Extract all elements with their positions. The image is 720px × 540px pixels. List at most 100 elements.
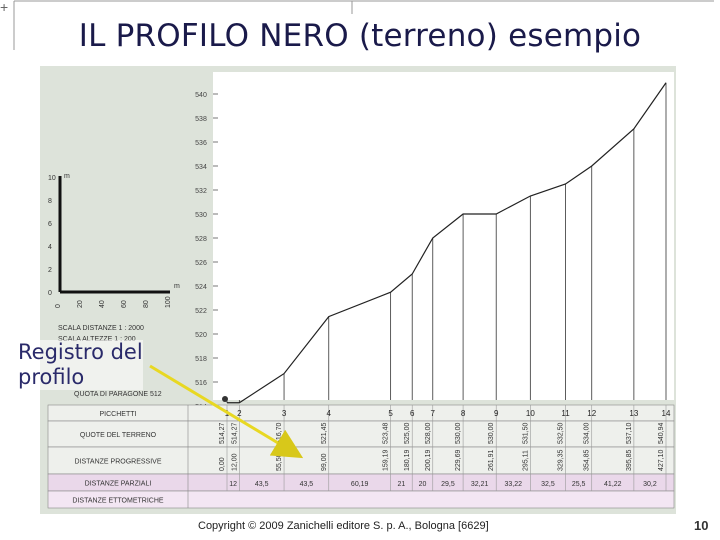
picchetto-label: 4	[327, 409, 332, 418]
picchetto-label: 3	[282, 409, 287, 418]
picchetto-label: 5	[388, 409, 393, 418]
table-row-label: DISTANZE ETTOMETRICHE	[72, 498, 163, 505]
table-row-label: QUOTE DEL TERRENO	[80, 432, 157, 439]
page-number: 10	[694, 518, 709, 533]
annotation-callout: Registro del profilo	[18, 340, 143, 390]
origin-marker	[222, 396, 228, 402]
partial-distance: 29,5	[441, 481, 455, 488]
partial-distance: 30,2	[643, 481, 657, 488]
y-tick-label: 520	[195, 332, 207, 339]
mini-scale-y-tick: 6	[48, 221, 52, 228]
quota-value: 528,00	[425, 422, 432, 444]
mini-scale-x-unit: m	[174, 283, 180, 290]
partial-distance: 43,5	[300, 481, 314, 488]
annotation-line-1: Registro del	[18, 340, 143, 364]
mini-scale-x-tick: 80	[143, 300, 150, 308]
scale-heights-label: SCALA ALTEZZE 1 : 200	[58, 336, 136, 343]
annotation-line-2: profilo	[18, 365, 85, 389]
terrain-profile-line	[227, 82, 667, 404]
quota-value: 523,48	[383, 422, 390, 444]
quota-value: 514,27	[219, 422, 226, 444]
mini-scale-x-tick: 20	[77, 300, 84, 308]
copyright-text: Copyright © 2009 Zanichelli editore S. p…	[198, 520, 489, 532]
progressive-value: 12,00	[231, 453, 238, 471]
profile-figure: 540 538 536 534 5 3 2 530 528 526 524 522 520 518 516 5…	[40, 66, 676, 514]
mini-scale-y-tick: 0	[48, 290, 52, 297]
y-tick-label: 526	[195, 260, 207, 267]
y-tick-label: 528	[195, 236, 207, 243]
picchetto-label: 14	[662, 409, 671, 418]
mini-scale-y-tick: 10	[48, 175, 56, 182]
slide-title: IL PROFILO NERO (terreno) esempio	[78, 18, 642, 54]
scale-distances-label: SCALA DISTANZE 1 : 2000	[58, 325, 144, 332]
progressive-value: 329,35	[558, 449, 565, 471]
progressive-value: 395,85	[626, 449, 633, 471]
progressive-value: 427,10	[658, 449, 665, 471]
picchetto-label: 1	[225, 409, 230, 418]
quota-value: 516,70	[276, 422, 283, 444]
table-row-label: PICCHETTI	[100, 411, 137, 418]
quota-value: 530,00	[488, 422, 495, 444]
mini-scale-x-tick: 60	[121, 300, 128, 308]
profile-plot-area	[213, 72, 674, 400]
progressive-value: 261,91	[488, 449, 495, 471]
mini-scale-y-unit: m	[64, 173, 70, 180]
quota-label: QUOTA DI PARAGONE 512	[74, 391, 162, 398]
picchetto-label: 12	[587, 409, 596, 418]
mini-scale-x-tick: 100	[165, 296, 172, 308]
quota-value: 540,94	[658, 422, 665, 444]
progressive-value: 159,19	[383, 449, 390, 471]
partial-distance: 60,19	[351, 481, 369, 488]
quota-value: 530,00	[455, 422, 462, 444]
y-tick-label: 518	[195, 356, 207, 363]
quota-value: 531,50	[522, 422, 529, 444]
quota-value: 525,00	[404, 422, 411, 444]
mini-scale-x-tick: 40	[99, 300, 106, 308]
quota-value: 514,27	[231, 422, 238, 444]
corner-plus-icon: +	[0, 0, 9, 15]
y-tick-label: 534	[195, 164, 207, 171]
table-row-label: DISTANZE PARZIALI	[85, 481, 152, 488]
mini-scale-y-tick: 4	[48, 244, 52, 251]
quota-value: 534,00	[584, 422, 591, 444]
y-tick-label: 524	[195, 284, 207, 291]
progressive-value: 354,85	[584, 449, 591, 471]
picchetto-label: 8	[461, 409, 466, 418]
picchetto-label: 2	[237, 409, 242, 418]
mini-scale-x-tick: 0	[55, 304, 62, 308]
y-tick-label: 536	[195, 140, 207, 147]
progressive-value: 0,00	[219, 457, 226, 471]
progressive-value: 229,69	[455, 449, 462, 471]
table-row	[47, 404, 675, 422]
picchetto-label: 11	[561, 409, 570, 418]
quota-value: 532,50	[558, 422, 565, 444]
quota-value: 537,10	[626, 422, 633, 444]
progressive-value: 99,00	[321, 453, 328, 471]
picchetto-label: 10	[526, 409, 535, 418]
partial-distance: 43,5	[255, 481, 269, 488]
progressive-value: 180,19	[404, 449, 411, 471]
mini-scale-y-tick: 8	[48, 198, 52, 205]
picchetto-label: 6	[410, 409, 415, 418]
y-tick-label: 516	[195, 380, 207, 387]
y-tick-label: 530	[195, 212, 207, 219]
mini-scale-y-tick: 2	[48, 267, 52, 274]
quota-value: 521,45	[321, 422, 328, 444]
y-tick-label: 538	[195, 116, 207, 123]
picchetto-label: 13	[629, 409, 638, 418]
partial-distance: 12	[229, 481, 237, 488]
y-tick-label: 522	[195, 308, 207, 315]
progressive-value: 200,19	[425, 449, 432, 471]
partial-distance: 25,5	[572, 481, 586, 488]
table-row	[47, 490, 675, 509]
partial-distance: 32,5	[541, 481, 555, 488]
partial-distance: 32,21	[471, 481, 489, 488]
table-row-label: DISTANZE PROGRESSIVE	[75, 459, 162, 466]
profile-drawing: 540 538 536 534 5 3 2 530 528 526 524 522 520 518 516 5…	[47, 72, 675, 509]
y-tick-label: 540	[195, 92, 207, 99]
partial-distance: 20	[419, 481, 427, 488]
progressive-value: 55,50	[276, 453, 283, 471]
partial-distance: 21	[398, 481, 406, 488]
progressive-value: 295,11	[522, 450, 529, 471]
partial-distance: 33,22	[505, 481, 523, 488]
